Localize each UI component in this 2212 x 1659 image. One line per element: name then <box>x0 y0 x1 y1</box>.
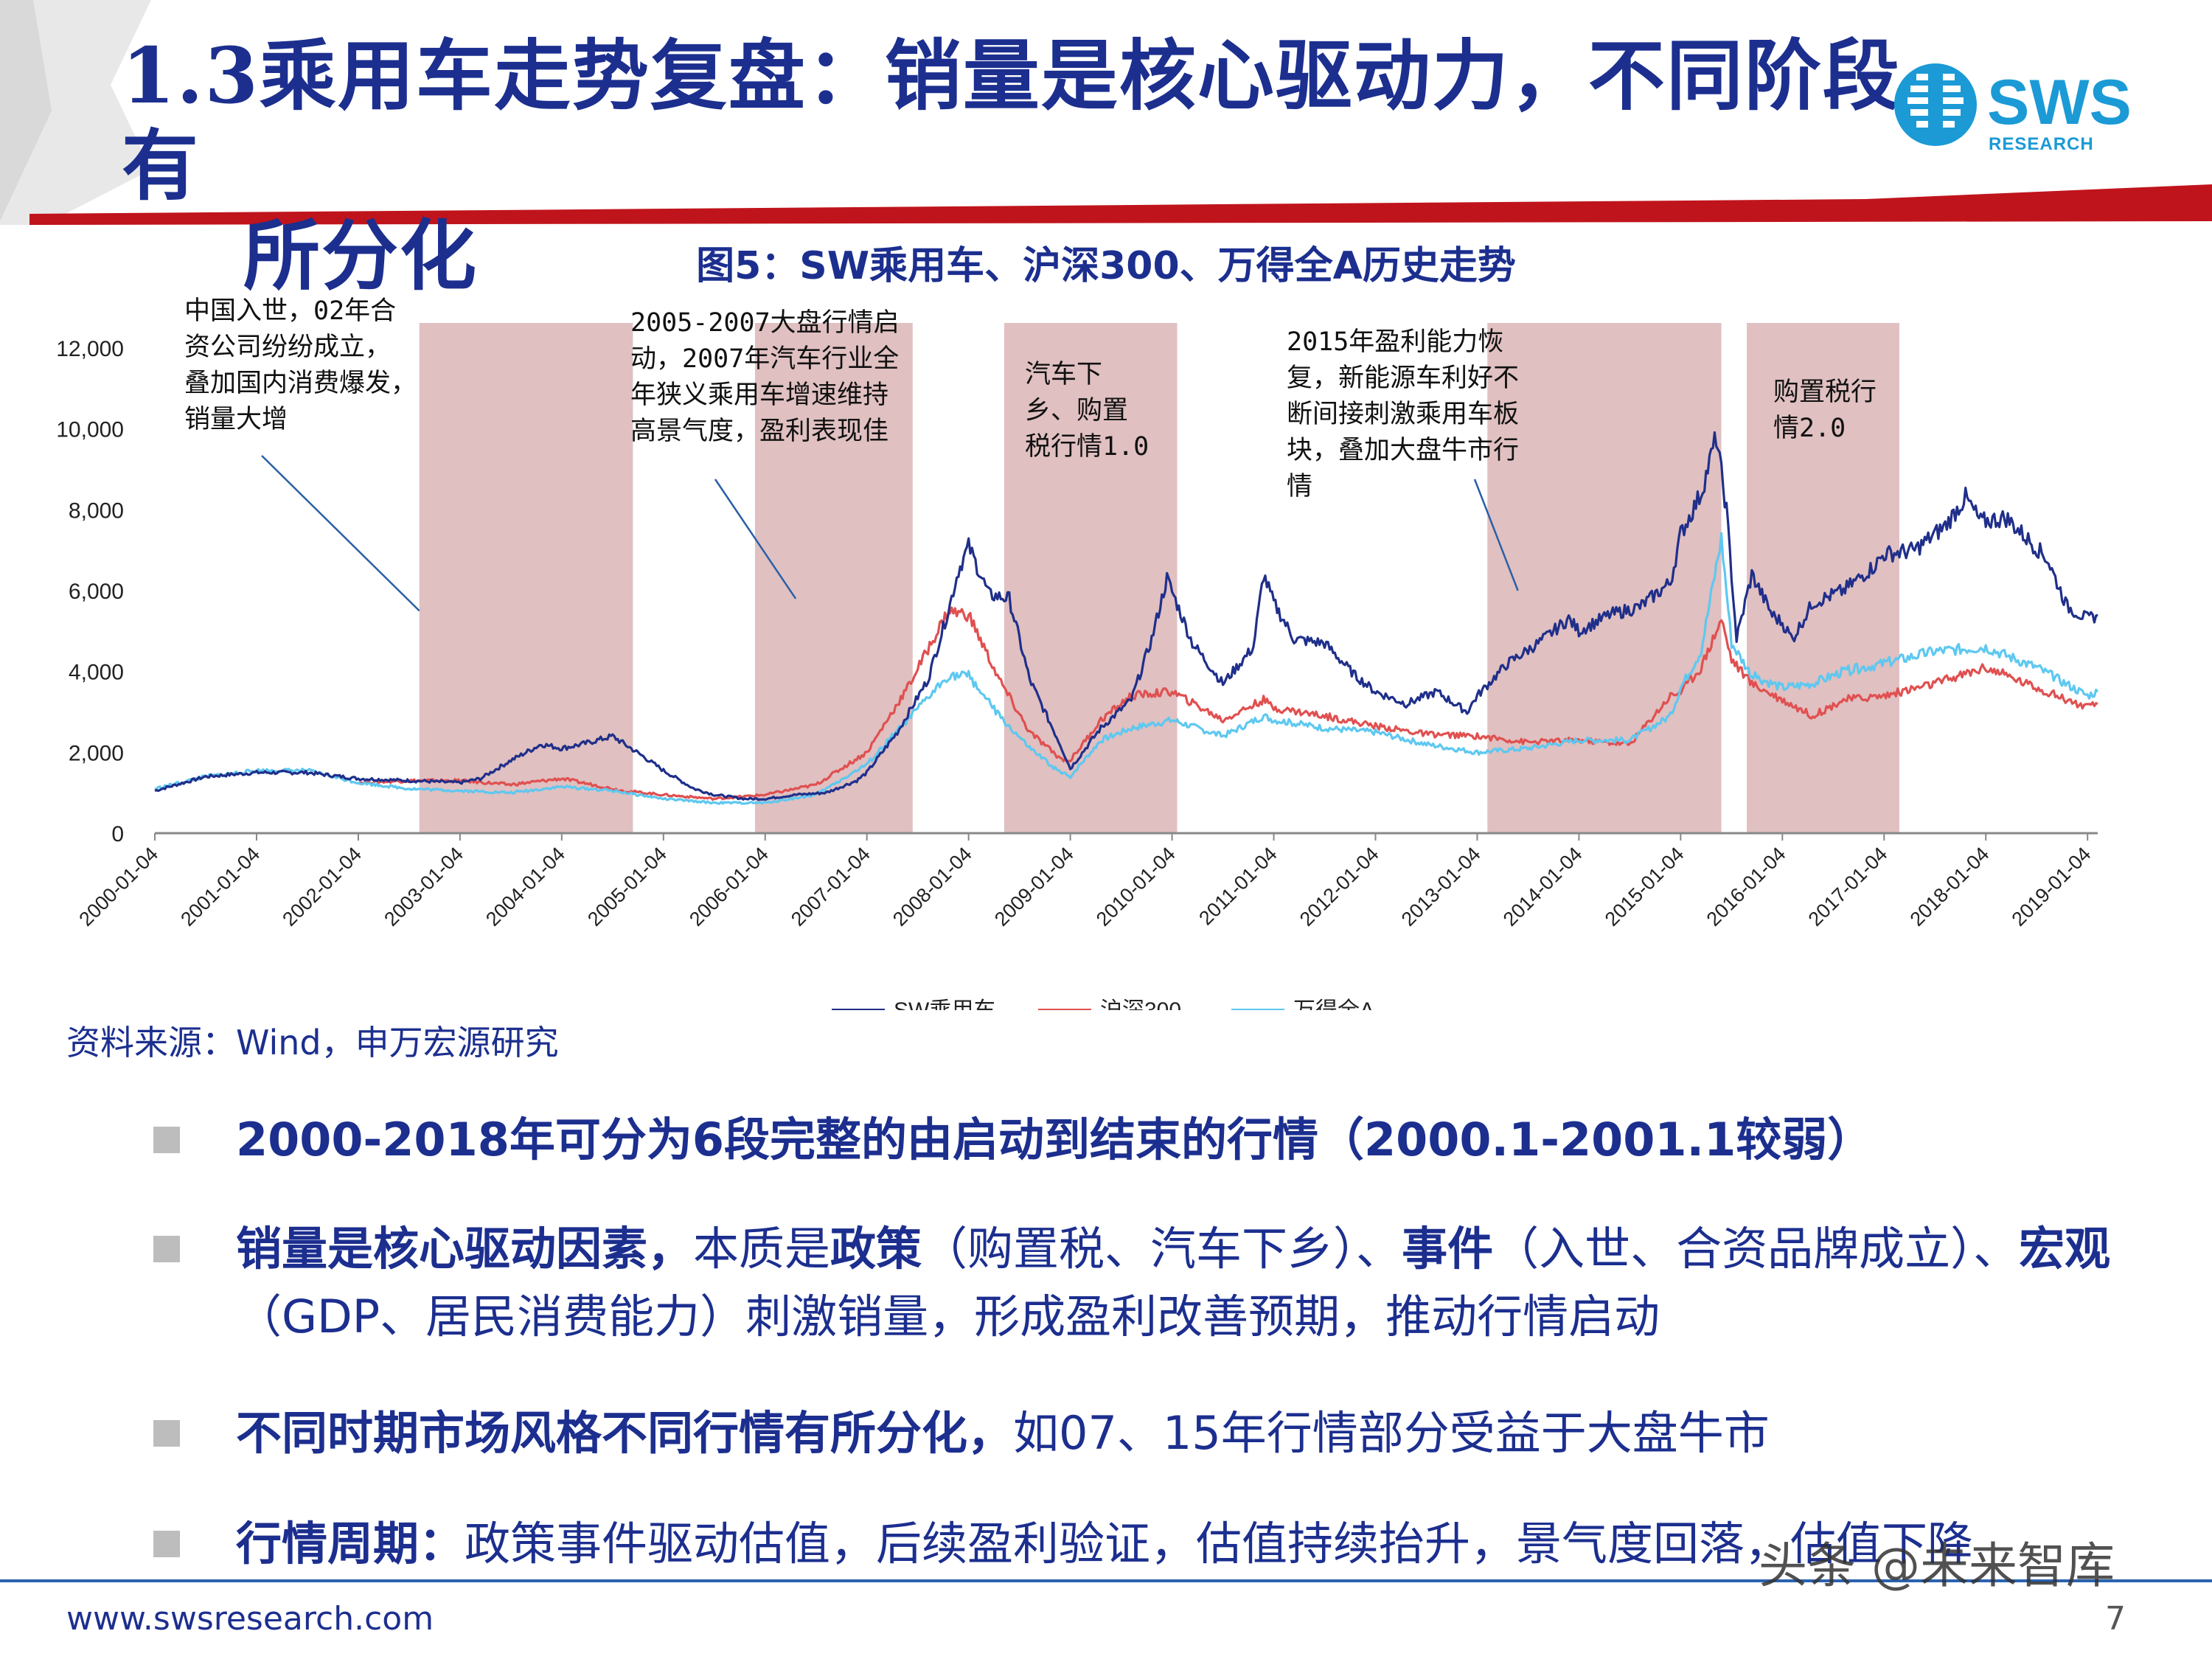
watermark: 头条 @未来智库 <box>1759 1537 2115 1594</box>
bullet-2-text3: （入世、合资品牌成立）、 <box>1493 1222 2020 1276</box>
bullet-4-bold: 行情周期： <box>236 1517 465 1571</box>
chart-legend: SW乘用车 沪深300 万得全A <box>832 998 1374 1010</box>
footer-divider <box>0 1579 2212 1582</box>
annotation-3: 汽车下 乡、购置 税行情1.0 <box>1025 360 1150 462</box>
annotation-leader <box>1473 479 1519 591</box>
annotation-2: 2005-2007大盘行情启 动，2007年汽车行业全 年狭义乘用车增速维持 高… <box>630 308 900 446</box>
x-tick-label: 2008-01-04 <box>888 843 976 931</box>
x-tick-label: 2003-01-04 <box>380 843 467 931</box>
y-tick-label: 4,000 <box>69 661 124 685</box>
bullet-2-text4: （GDP、居民消费能力）刺激销量，形成盈利改善预期，推动行情启动 <box>236 1290 1660 1343</box>
page-title-line2: 所分化 <box>243 210 479 301</box>
x-tick-label: 2010-01-04 <box>1092 843 1180 931</box>
x-tick-label: 2004-01-04 <box>481 843 569 931</box>
legend-label-1: SW乘用车 <box>894 998 995 1010</box>
x-tick-label: 2013-01-04 <box>1397 843 1485 931</box>
annotation-leaders <box>261 455 1519 612</box>
bullet-2-bold2: 政策 <box>830 1222 922 1276</box>
y-tick-label: 12,000 <box>56 337 124 361</box>
annotation-1: 中国入世，02年合 资公司纷纷成立， 叠加国内消费爆发， 销量大增 <box>184 296 417 434</box>
x-tick-label: 2001-01-04 <box>176 843 264 931</box>
page-title-line1: 1.3乘用车走势复盘：销量是核心驱动力，不同阶段有 <box>122 30 1901 211</box>
bullet-3-text: 如07、15年行情部分受益于大盘牛市 <box>1013 1406 1770 1460</box>
bullet-3-bold: 不同时期市场风格不同行情有所分化， <box>236 1406 1014 1460</box>
x-tick-label: 2006-01-04 <box>685 843 773 931</box>
legend-label-3: 万得全A <box>1293 998 1374 1010</box>
series-line-3 <box>154 532 2099 805</box>
x-tick-label: 2000-01-04 <box>74 843 162 931</box>
y-tick-label: 8,000 <box>69 498 124 523</box>
x-tick-label: 2015-01-04 <box>1601 843 1688 931</box>
x-tick-label: 2012-01-04 <box>1295 843 1383 931</box>
bullet-2-text2: （购置税、汽车下乡）、 <box>922 1222 1402 1276</box>
header-band <box>0 0 2212 225</box>
bullet-square-icon <box>153 1531 180 1557</box>
x-tick-label: 2011-01-04 <box>1194 843 1281 929</box>
bullet-2-text: 本质是 <box>693 1222 831 1276</box>
logo-sub: RESEARCH <box>1989 134 2094 154</box>
bullet-square-icon <box>153 1127 180 1153</box>
annotation-leader <box>714 479 797 599</box>
page-number: 7 <box>2105 1600 2126 1638</box>
chart: 0 2,000 4,000 6,000 8,000 10,000 12,000 2000-01… <box>56 323 2099 1010</box>
bullet-2: 销量是核心驱动因素，本质是政策（购置税、汽车下乡）、事件（入世、合资品牌成立）、… <box>153 1215 2190 1355</box>
y-tick-label: 10,000 <box>56 418 124 442</box>
legend-label-2: 沪深300 <box>1100 998 1181 1010</box>
bullet-2-bold: 销量是核心驱动因素， <box>236 1222 694 1276</box>
x-tick-label: 2009-01-04 <box>990 843 1078 931</box>
y-tick-label: 2,000 <box>69 741 124 765</box>
highlight-band-4 <box>1487 323 1722 833</box>
series-line-1 <box>154 431 2098 801</box>
annotation-leader <box>261 455 420 612</box>
bullet-1-bold: 2000-2018年可分为6段完整的由启动到结束的行情（2000.1-2001.… <box>236 1113 1874 1166</box>
page-title: 1.3乘用车走势复盘：销量是核心驱动力，不同阶段有 所分化 <box>122 31 1906 301</box>
x-tick-label: 2017-01-04 <box>1804 843 1892 931</box>
x-tick-label: 2002-01-04 <box>278 843 366 931</box>
bullet-square-icon <box>153 1236 180 1262</box>
header-left-shape-shadow <box>0 0 52 221</box>
logo-word: SWS <box>1987 67 2132 138</box>
figure-title: 图5：SW乘用车、沪深300、万得全A历史走势 <box>696 244 1516 288</box>
footer-url[interactable]: www.swsresearch.com <box>66 1600 434 1638</box>
highlight-band-1 <box>419 323 633 833</box>
bullet-2-bold3: 事件 <box>1402 1222 1494 1276</box>
series-line-2 <box>357 606 2098 801</box>
source-note: 资料来源：Wind，申万宏源研究 <box>66 1023 559 1062</box>
x-tick-label: 2018-01-04 <box>1906 843 1994 931</box>
x-tick-label: 2005-01-04 <box>583 843 671 931</box>
x-tick-label: 2019-01-04 <box>2008 843 2096 931</box>
x-tick-label: 2016-01-04 <box>1703 843 1790 931</box>
annotation-4: 2015年盈利能力恢 复，新能源车利好不 断间接刺激乘用车板 块，叠加大盘牛市行… <box>1287 327 1520 501</box>
highlight-band-5 <box>1747 323 1899 833</box>
x-tick-label: 2007-01-04 <box>787 843 874 931</box>
bullet-4-text: 政策事件驱动估值，后续盈利验证，估值持续抬升，景气度回落，估值下降 <box>465 1517 1974 1571</box>
header-red-stripe <box>29 184 2212 225</box>
chart-lines <box>154 431 2099 805</box>
x-tick-label: 2014-01-04 <box>1499 843 1587 931</box>
bullet-2-bold4: 宏观 <box>2019 1222 2111 1276</box>
annotation-5: 购置税行 情2.0 <box>1773 378 1877 443</box>
bullet-square-icon <box>153 1420 180 1447</box>
y-tick-label: 6,000 <box>69 580 124 604</box>
sws-logo: SWS RESEARCH <box>1894 63 2132 154</box>
y-tick-label: 0 <box>111 822 124 846</box>
